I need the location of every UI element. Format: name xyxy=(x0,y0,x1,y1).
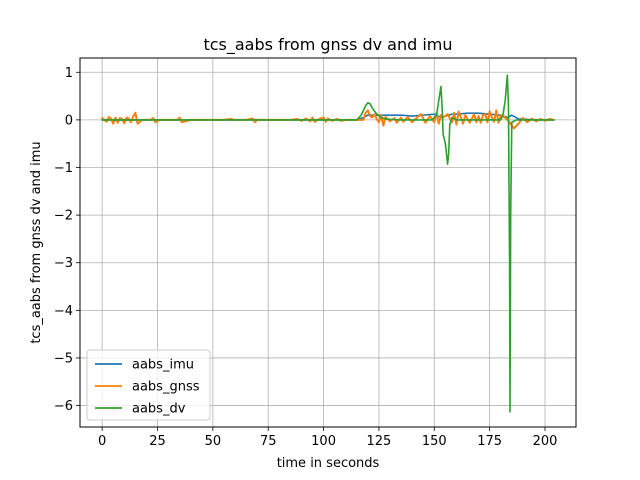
y-axis-label: tcs_aabs from gnss dv and imu xyxy=(29,141,44,343)
y-tick-label: −1 xyxy=(54,161,73,176)
legend-box xyxy=(86,349,211,421)
y-tick-label: −4 xyxy=(54,304,73,319)
y-tick-label: 0 xyxy=(65,113,73,128)
y-tick-label: −5 xyxy=(54,351,73,366)
y-tick-label: −3 xyxy=(54,256,73,271)
x-tick-label: 100 xyxy=(311,434,336,449)
legend-entries: aabs_imu aabs_gnss aabs_dv xyxy=(95,358,200,417)
y-tick-label: −2 xyxy=(54,209,73,224)
series-line-aabs-dv xyxy=(101,74,555,413)
x-tick-label: 175 xyxy=(477,434,502,449)
x-tick-label: 150 xyxy=(422,434,447,449)
y-tick-label: −6 xyxy=(54,399,73,414)
chart-title: tcs_aabs from gnss dv and imu xyxy=(203,35,452,55)
x-tick-label: 25 xyxy=(149,434,166,449)
x-axis-label: time in seconds xyxy=(277,456,380,471)
x-tick-label: 0 xyxy=(98,434,106,449)
series-lines xyxy=(101,74,555,413)
x-tick-label: 75 xyxy=(260,434,277,449)
x-tick-label: 50 xyxy=(205,434,222,449)
y-tick-label: 1 xyxy=(65,66,73,81)
legend-label-aabs-imu: aabs_imu xyxy=(132,358,194,373)
x-tick-label: 200 xyxy=(533,434,558,449)
legend: aabs_imu aabs_gnss aabs_dv xyxy=(86,349,211,421)
series-line-aabs-gnss xyxy=(101,109,555,130)
x-axis-ticks: 0 25 50 75 100 125 150 175 200 xyxy=(98,427,557,449)
legend-label-aabs-gnss: aabs_gnss xyxy=(132,380,200,395)
x-tick-label: 125 xyxy=(367,434,392,449)
legend-label-aabs-dv: aabs_dv xyxy=(132,402,186,417)
axes-frame xyxy=(79,57,577,428)
y-axis-ticks: 1 0 −1 −2 −3 −4 −5 −6 xyxy=(54,66,80,414)
